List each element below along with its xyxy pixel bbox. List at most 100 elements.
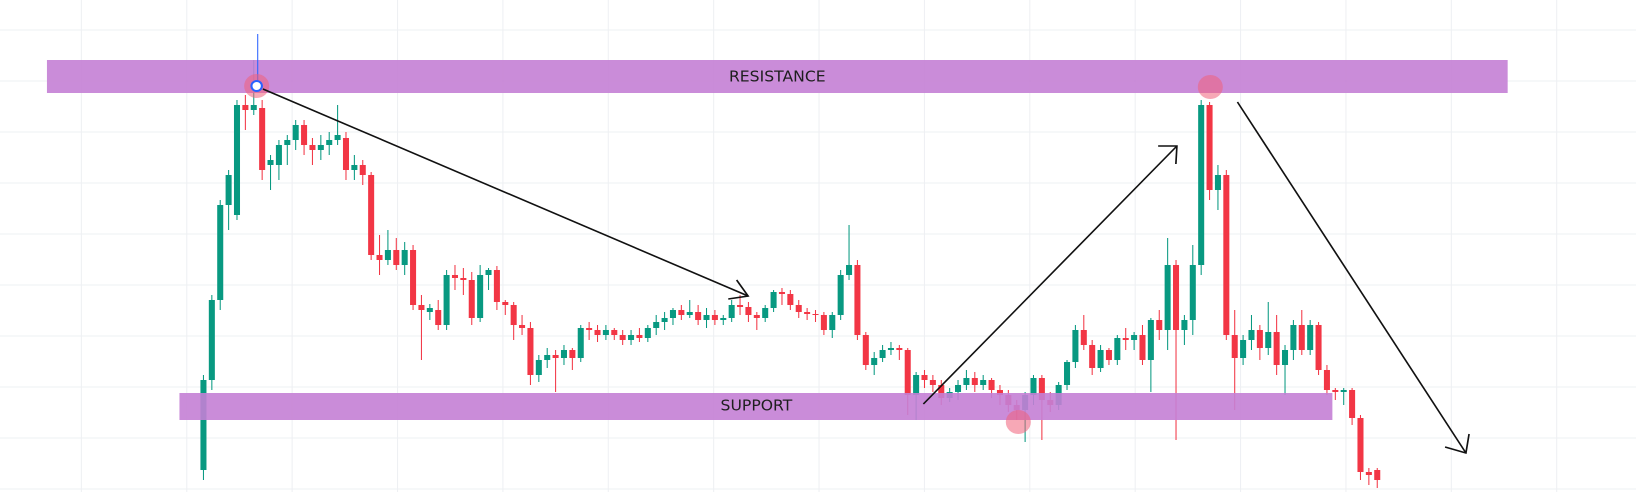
support-label: SUPPORT bbox=[721, 397, 793, 415]
candle-body bbox=[787, 294, 794, 305]
candle-body bbox=[938, 385, 945, 398]
candle-body bbox=[326, 140, 333, 145]
candle-body bbox=[812, 314, 819, 315]
candle-body bbox=[485, 270, 492, 275]
candle-body bbox=[695, 312, 702, 320]
candle-body bbox=[1064, 362, 1071, 385]
marker-handle bbox=[250, 80, 263, 92]
candle-body bbox=[1181, 320, 1188, 330]
candle-body bbox=[653, 322, 660, 328]
candle-body bbox=[1080, 330, 1087, 345]
candle-body bbox=[1374, 470, 1381, 480]
candle-body bbox=[1349, 390, 1356, 418]
candle-body bbox=[913, 375, 920, 395]
candle-body bbox=[1248, 330, 1255, 340]
candle-body bbox=[376, 255, 383, 260]
candle-body bbox=[250, 105, 257, 110]
candle-body bbox=[200, 380, 207, 470]
candle-body bbox=[1097, 350, 1104, 368]
candle-body bbox=[519, 325, 526, 328]
candle-body bbox=[602, 330, 609, 335]
candle-body bbox=[1139, 335, 1146, 360]
candle-body bbox=[728, 305, 735, 318]
candle-body bbox=[586, 328, 593, 330]
candle-body bbox=[837, 275, 844, 315]
candle-body bbox=[955, 385, 962, 392]
candle-body bbox=[1256, 330, 1263, 348]
candle-body bbox=[871, 358, 878, 365]
arrow bbox=[262, 88, 750, 300]
candle-body bbox=[996, 390, 1003, 395]
candles bbox=[200, 60, 1381, 488]
candle-body bbox=[1240, 340, 1247, 358]
candle-body bbox=[854, 265, 861, 335]
candle-body bbox=[334, 135, 341, 140]
candle-body bbox=[1290, 325, 1297, 350]
candle-body bbox=[225, 175, 232, 205]
candle-body bbox=[929, 380, 936, 385]
candle-body bbox=[720, 318, 727, 320]
candle-body bbox=[1038, 378, 1045, 400]
candle-body bbox=[711, 315, 718, 320]
candle-body bbox=[1265, 332, 1272, 348]
candle-body bbox=[267, 160, 274, 165]
candle-body bbox=[896, 348, 903, 350]
candle-body bbox=[804, 312, 811, 314]
candle-body bbox=[544, 355, 551, 360]
candle-body bbox=[242, 105, 249, 110]
candle-body bbox=[477, 275, 484, 318]
candle-body bbox=[410, 250, 417, 305]
candle-body bbox=[1365, 472, 1372, 475]
candle-body bbox=[451, 275, 459, 278]
candle-body bbox=[535, 360, 542, 375]
candle-body bbox=[317, 145, 324, 150]
candle-body bbox=[753, 315, 760, 318]
arrow bbox=[922, 145, 1178, 405]
candle-body bbox=[980, 380, 987, 385]
candle-body bbox=[1147, 320, 1154, 360]
candle-body bbox=[1198, 105, 1205, 265]
candle-body bbox=[359, 165, 366, 175]
candle-body bbox=[418, 305, 425, 310]
candle-body bbox=[594, 330, 601, 335]
candle-body bbox=[636, 335, 643, 338]
candle-body bbox=[1223, 175, 1230, 335]
candle-body bbox=[921, 375, 928, 380]
support-band bbox=[179, 393, 1333, 420]
candle-body bbox=[795, 305, 802, 312]
candle-body bbox=[1307, 325, 1314, 350]
candle-body bbox=[552, 355, 559, 358]
candle-body bbox=[846, 265, 853, 275]
candle-body bbox=[1089, 345, 1096, 368]
candle-body bbox=[217, 205, 224, 300]
marker bbox=[1005, 410, 1031, 434]
candle-body bbox=[1131, 335, 1138, 340]
candle-body bbox=[1273, 332, 1280, 365]
candle-body bbox=[887, 348, 894, 350]
candle-body bbox=[569, 350, 576, 358]
candle-body bbox=[963, 378, 970, 385]
candle-body bbox=[1072, 330, 1079, 362]
candle-body bbox=[686, 312, 693, 315]
candle-body bbox=[988, 380, 995, 390]
candle-body bbox=[393, 250, 400, 265]
candle-body bbox=[778, 292, 785, 294]
candle-body bbox=[1282, 350, 1289, 365]
candle-body bbox=[628, 335, 635, 340]
candle-body bbox=[435, 310, 442, 325]
resistance-label: RESISTANCE bbox=[729, 68, 826, 86]
candle-body bbox=[611, 330, 618, 335]
candle-body bbox=[971, 378, 978, 385]
candle-body bbox=[351, 165, 358, 170]
candle-body bbox=[292, 125, 299, 140]
candle-body bbox=[1357, 418, 1364, 472]
arrow bbox=[1236, 101, 1470, 455]
candle-body bbox=[737, 305, 744, 307]
candle-body bbox=[1315, 325, 1322, 370]
candle-body bbox=[703, 315, 710, 320]
candle-body bbox=[233, 105, 241, 215]
candle-body bbox=[309, 145, 316, 150]
candle-body bbox=[577, 328, 584, 358]
candle-body bbox=[560, 350, 567, 358]
